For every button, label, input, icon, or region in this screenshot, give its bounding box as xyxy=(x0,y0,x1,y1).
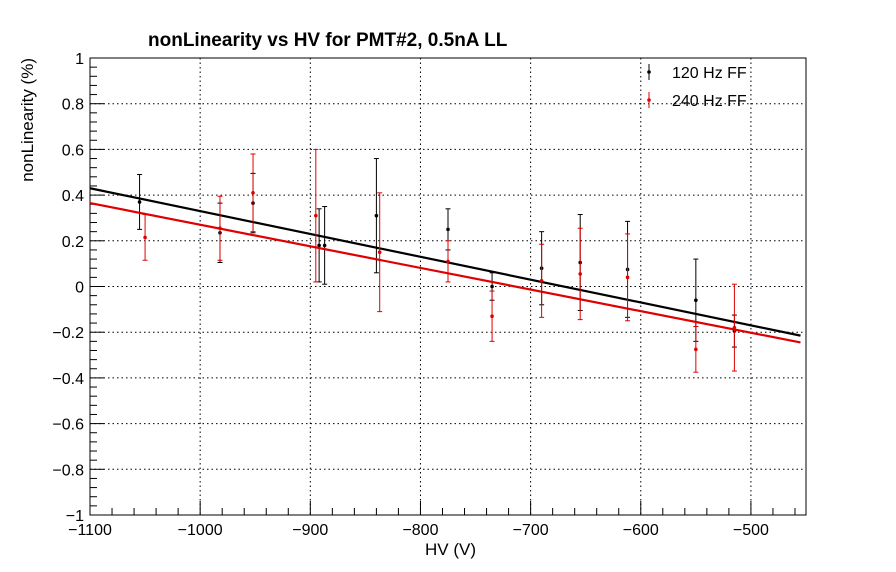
x-tick-label: −500 xyxy=(733,522,769,539)
series-2 xyxy=(89,148,801,373)
data-point xyxy=(732,325,737,330)
data-point xyxy=(578,272,582,276)
y-tick-label: −0.4 xyxy=(52,371,84,388)
legend-label: 240 Hz FF xyxy=(672,93,747,110)
x-tick-label: −900 xyxy=(292,522,328,539)
y-tick-label: 0.2 xyxy=(62,234,84,251)
y-tick-label: 0.4 xyxy=(62,188,84,205)
data-point xyxy=(377,250,382,255)
y-axis-title: nonLinearity (%) xyxy=(18,58,37,182)
data-point xyxy=(314,213,318,218)
y-tick-label: 0.8 xyxy=(62,97,84,114)
data-point xyxy=(446,259,450,264)
data-point xyxy=(539,278,544,283)
data-point xyxy=(218,226,222,231)
x-tick-label: −1000 xyxy=(178,522,223,539)
y-tick-label: 0 xyxy=(75,280,84,297)
data-point xyxy=(490,284,494,289)
data-point xyxy=(322,243,327,248)
y-tick-label: −0.2 xyxy=(52,325,84,342)
data-point xyxy=(317,243,321,248)
x-tick-label: −600 xyxy=(623,522,659,539)
y-tick-label: 1 xyxy=(75,51,84,68)
legend-label: 120 Hz FF xyxy=(672,65,747,82)
fit-line xyxy=(89,202,801,344)
data-point xyxy=(446,227,450,232)
data-layer xyxy=(89,148,801,373)
data-point xyxy=(251,191,255,195)
x-tick-label: −700 xyxy=(513,522,549,539)
tick-labels: −1100 −1000 −900 −800 −700 −600 −500 −1 −0.8 −0.6… xyxy=(52,51,769,539)
data-point xyxy=(137,200,142,204)
y-tick-label: −1 xyxy=(66,508,84,525)
legend-marker-point xyxy=(647,70,651,74)
data-point xyxy=(490,314,494,319)
y-tick-label: 0.6 xyxy=(62,142,84,159)
chart-title: nonLinearity vs HV for PMT#2, 0.5nA LL xyxy=(148,30,508,51)
legend-item-2: 240 Hz FF xyxy=(647,92,747,110)
data-point xyxy=(143,235,147,240)
data-point xyxy=(694,298,698,303)
fit-line xyxy=(89,187,801,337)
x-tick-label: −1100 xyxy=(68,522,112,539)
data-point xyxy=(625,275,630,280)
x-axis-title: HV (V) xyxy=(425,540,476,559)
y-tick-label: −0.6 xyxy=(52,417,84,434)
y-tick-label: −0.8 xyxy=(52,462,84,479)
axis-ticks xyxy=(89,57,796,516)
legend: 120 Hz FF 240 Hz FF xyxy=(647,64,747,110)
grid xyxy=(90,58,806,515)
legend-marker-point xyxy=(647,98,651,102)
x-tick-label: −800 xyxy=(402,522,438,539)
series-1 xyxy=(89,158,801,348)
data-point xyxy=(694,347,698,352)
legend-item-1: 120 Hz FF xyxy=(647,64,747,82)
data-point xyxy=(374,213,379,218)
